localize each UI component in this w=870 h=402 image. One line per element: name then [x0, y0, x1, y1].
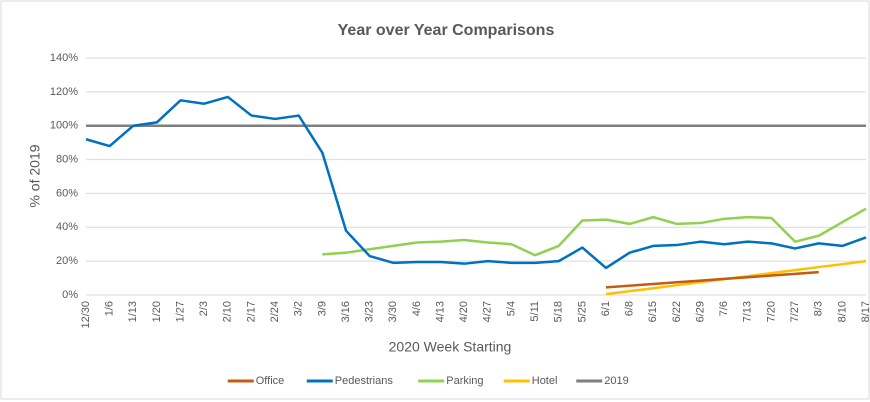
x-tick-label: 8/17 [860, 301, 870, 322]
x-tick-label: 1/6 [104, 301, 116, 316]
x-tick-label: 3/30 [387, 301, 399, 322]
x-tick-label: 5/25 [576, 301, 588, 322]
x-tick-label: 5/18 [553, 301, 565, 322]
y-tick-label: 20% [56, 255, 78, 267]
series-line [322, 207, 867, 257]
x-tick-label: 12/30 [80, 301, 92, 329]
chart-title: Year over Year Comparisons [338, 22, 555, 39]
y-tick-label: 100% [50, 120, 78, 132]
x-tick-label: 6/15 [647, 301, 659, 322]
x-tick-label: 6/29 [694, 301, 706, 322]
x-tick-label: 2/24 [269, 301, 281, 322]
x-tick-label: 3/16 [340, 301, 352, 322]
x-tick-label: 4/6 [411, 301, 423, 316]
x-tick-label: 7/27 [789, 301, 801, 322]
x-tick-label: 1/27 [174, 301, 186, 322]
x-tick-label: 3/23 [364, 301, 376, 322]
legend-label: 2019 [604, 375, 628, 387]
x-tick-label: 5/4 [505, 301, 517, 316]
x-tick-label: 7/13 [742, 301, 754, 322]
x-tick-label: 2/10 [222, 301, 234, 322]
legend-label: Hotel [532, 375, 558, 387]
series-line [85, 95, 867, 270]
y-tick-label: 60% [56, 187, 78, 199]
x-tick-label: 1/20 [151, 301, 163, 322]
x-tick-label: 7/20 [765, 301, 777, 322]
x-tick-label: 3/2 [293, 301, 305, 316]
y-tick-label: 140% [50, 52, 78, 64]
x-tick-label: 2/17 [245, 301, 257, 322]
y-tick-label: 0% [62, 289, 78, 301]
x-tick-label: 8/3 [813, 301, 825, 316]
x-tick-label: 4/27 [482, 301, 494, 322]
x-tick-label: 6/1 [600, 301, 612, 316]
y-tick-label: 80% [56, 153, 78, 165]
series-line [605, 270, 819, 289]
x-tick-label: 6/22 [671, 301, 683, 322]
x-tick-label: 8/10 [836, 301, 848, 322]
y-tick-label: 120% [50, 86, 78, 98]
x-tick-label: 4/13 [434, 301, 446, 322]
y-axis-title: % of 2019 [27, 144, 43, 207]
x-tick-label: 7/6 [718, 301, 730, 316]
x-tick-label: 6/8 [624, 301, 636, 316]
x-tick-label: 3/9 [316, 301, 328, 316]
x-tick-label: 1/13 [127, 301, 139, 322]
x-tick-label: 5/11 [529, 301, 541, 322]
legend-label: Parking [446, 375, 483, 387]
legend-label: Office [256, 375, 285, 387]
x-tick-label: 4/20 [458, 301, 470, 322]
legend-label: Pedestrians [335, 375, 394, 387]
y-tick-label: 40% [56, 221, 78, 233]
x-tick-label: 2/3 [198, 301, 210, 316]
x-axis-title: 2020 Week Starting [389, 339, 512, 355]
